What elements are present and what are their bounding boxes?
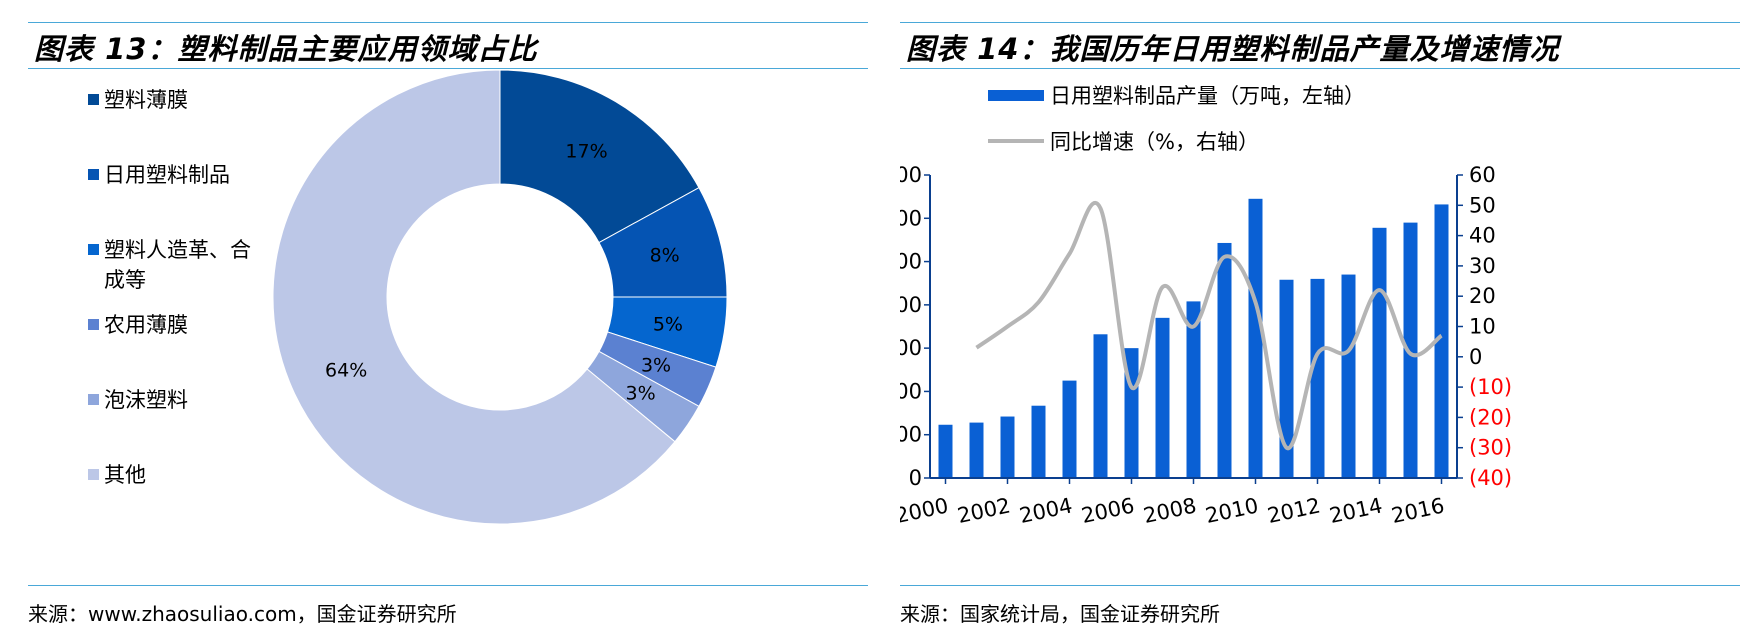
left-tick-label: 100 <box>900 423 922 447</box>
donut-slice <box>499 70 700 244</box>
slice-label: 64% <box>325 359 367 381</box>
left-tick-label: 300 <box>900 336 922 360</box>
bar <box>1186 301 1201 478</box>
left-tick-label: 400 <box>900 293 922 317</box>
legend-label: 成等 <box>104 268 146 292</box>
legend-line-label: 同比增速（%，右轴） <box>1050 130 1259 154</box>
x-tick-label: 2002 <box>955 493 1012 528</box>
slice-label: 17% <box>565 141 607 163</box>
bar <box>969 422 984 478</box>
bar <box>1248 198 1263 479</box>
right-tick-label: 60 <box>1469 163 1496 187</box>
bar <box>1062 380 1077 478</box>
bar <box>1434 204 1449 479</box>
legend-swatch <box>88 244 99 255</box>
legend-label: 塑料人造革、合 <box>104 238 251 262</box>
legend-swatch <box>88 394 99 405</box>
legend-label: 农用薄膜 <box>104 313 188 337</box>
bar <box>1000 416 1015 478</box>
x-tick-label: 2010 <box>1203 493 1260 528</box>
figure-14-title: 图表 14：我国历年日用塑料制品产量及增速情况 <box>906 32 1560 66</box>
bar <box>1093 334 1108 478</box>
donut-slice <box>272 70 676 525</box>
legend-label: 其他 <box>104 463 146 487</box>
bar <box>1310 278 1325 478</box>
slice-label: 5% <box>653 314 683 336</box>
bar <box>938 424 953 478</box>
left-tick-label: 500 <box>900 250 922 274</box>
bar <box>1279 279 1294 478</box>
legend-bar-label: 日用塑料制品产量（万吨，左轴） <box>1050 84 1365 108</box>
legend-swatch <box>88 94 99 105</box>
slice-label: 8% <box>650 245 680 267</box>
legend-swatch <box>88 169 99 180</box>
right-tick-label: 30 <box>1469 254 1496 278</box>
bar <box>1372 227 1387 478</box>
legend-bar-swatch <box>988 90 1044 101</box>
left-tick-label: 600 <box>900 206 922 230</box>
right-tick-label: 50 <box>1469 193 1496 217</box>
bar <box>1155 317 1170 478</box>
x-tick-label: 2014 <box>1327 493 1384 528</box>
donut-chart: 17% 8% 5% 3% 3% 64% 塑料薄膜日用塑料制品塑料人造革、合成等农用薄膜泡沫塑… <box>88 70 728 525</box>
right-tick-label: (10) <box>1469 375 1512 399</box>
figure-13-panel: 图表 13：塑料制品主要应用领域占比 17% 8% 5% 3% 3% 64% 塑料薄膜日用塑… <box>28 0 868 630</box>
bottom-rule <box>28 585 868 586</box>
legend-label: 日用塑料制品 <box>104 163 230 187</box>
x-tick-label: 2008 <box>1141 493 1198 528</box>
legend-swatch <box>88 469 99 480</box>
figure-13-source: 来源：www.zhaosuliao.com，国金证券研究所 <box>28 602 457 626</box>
x-tick-label: 2012 <box>1265 493 1322 528</box>
right-tick-label: 10 <box>1469 315 1496 339</box>
bottom-rule <box>900 585 1740 586</box>
left-tick-label: 200 <box>900 379 922 403</box>
title-rule <box>900 68 1740 69</box>
right-tick-label: (40) <box>1469 466 1512 490</box>
slice-label: 3% <box>626 383 656 405</box>
figure-14-panel: 图表 14：我国历年日用塑料制品产量及增速情况 日用塑料制品产量（万吨，左轴） 同… <box>900 0 1740 630</box>
bar <box>1217 242 1232 478</box>
left-tick-label: 700 <box>900 163 922 187</box>
x-tick-label: 2004 <box>1017 493 1074 528</box>
right-tick-label: (20) <box>1469 405 1512 429</box>
legend-swatch <box>88 319 99 330</box>
bar-line-chart: 日用塑料制品产量（万吨，左轴）同比增速（%，右轴）010020030040050… <box>900 84 1512 528</box>
x-tick-label: 2000 <box>900 493 951 528</box>
title-rule <box>28 68 868 69</box>
growth-line <box>975 201 1443 450</box>
right-tick-label: (30) <box>1469 436 1512 460</box>
bar <box>1031 405 1046 478</box>
top-rule <box>900 22 1740 23</box>
right-tick-label: 40 <box>1469 224 1496 248</box>
right-tick-label: 0 <box>1469 345 1482 369</box>
figure-14-source: 来源：国家统计局，国金证券研究所 <box>900 602 1220 626</box>
bar <box>1403 222 1418 478</box>
bar <box>1341 274 1356 478</box>
x-tick-label: 2006 <box>1079 493 1136 528</box>
slice-label: 3% <box>641 355 671 377</box>
left-tick-label: 0 <box>909 466 922 490</box>
legend-label: 塑料薄膜 <box>104 88 188 112</box>
x-tick-label: 2016 <box>1389 493 1446 528</box>
figure-13-title: 图表 13：塑料制品主要应用领域占比 <box>34 32 538 66</box>
top-rule <box>28 22 868 23</box>
right-tick-label: 20 <box>1469 284 1496 308</box>
legend-label: 泡沫塑料 <box>104 388 188 412</box>
